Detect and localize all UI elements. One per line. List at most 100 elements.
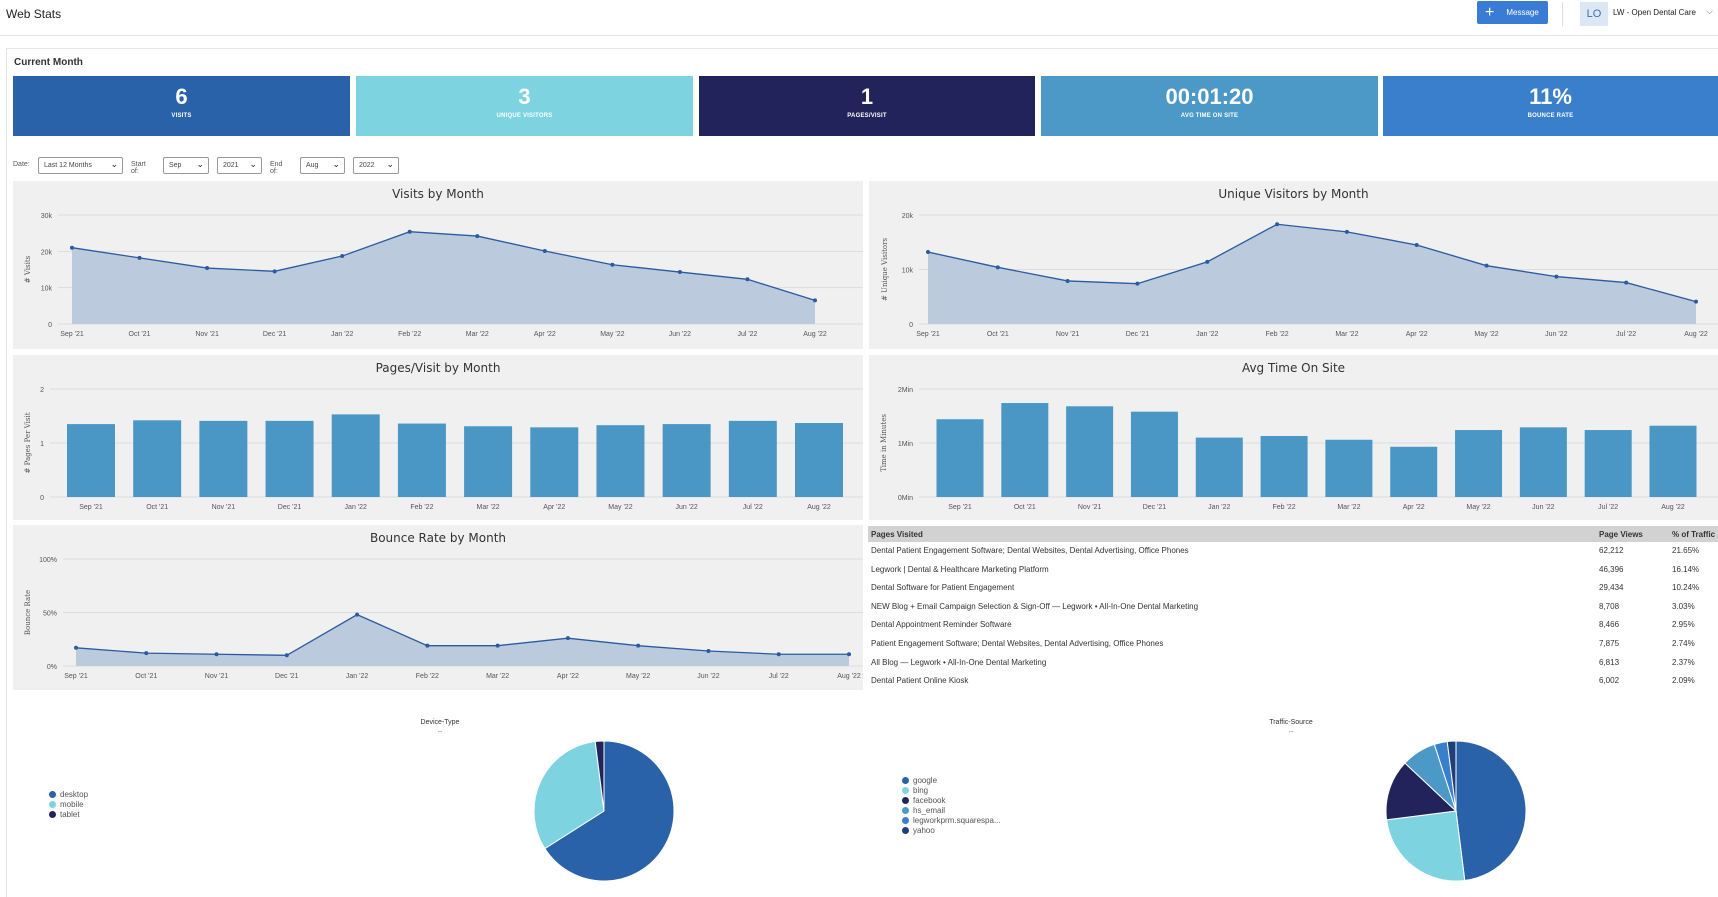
y-axis-label: Time in Minutes: [880, 414, 888, 472]
x-tick-label: Jul '22: [1598, 504, 1618, 511]
account-name[interactable]: LW - Open Dental Care: [1613, 8, 1696, 17]
legend-item[interactable]: bing: [902, 785, 1001, 795]
visits-chart: Visits by Month 0 10k 20k 30k # Visits Sep '2…: [13, 181, 863, 349]
kpi-value: 6: [175, 84, 188, 109]
kpi-tile-pages-visit: 1 PAGES/VISIT: [699, 76, 1035, 136]
x-tick-label: Mar '22: [466, 331, 489, 338]
bar: [1584, 430, 1632, 497]
chevron-down-icon: ⌄: [386, 159, 394, 169]
bar: [1066, 406, 1114, 497]
y-tick-label: 0: [909, 322, 913, 329]
table-row[interactable]: Dental Software for Patient Engagement 29…: [868, 579, 1718, 598]
legend-item[interactable]: hs_email: [902, 805, 1001, 815]
y-tick-label: 0%: [47, 664, 57, 671]
data-point: [475, 234, 480, 239]
kpi-tile-avg-time-on-site: 00:01:20 AVG TIME ON SITE: [1041, 76, 1378, 136]
pie-slice: [533, 740, 605, 850]
area-fill: [76, 614, 849, 666]
legend-swatch: [902, 806, 909, 814]
table-row[interactable]: Legwork | Dental & Healthcare Marketing …: [868, 561, 1718, 580]
traffic-percent-cell: 10.24%: [1672, 583, 1700, 593]
data-point: [677, 270, 682, 275]
data-point: [776, 652, 781, 657]
data-point: [340, 254, 345, 259]
kpi-tile-unique-visitors: 3 UNIQUE VISITORS: [356, 76, 693, 136]
x-tick-label: Feb '22: [1266, 331, 1289, 338]
legend-item[interactable]: facebook: [902, 795, 1001, 805]
page-views-cell: 6,813: [1599, 657, 1620, 667]
legend-item[interactable]: google: [902, 775, 1001, 785]
x-tick-label: Aug '22: [807, 504, 831, 511]
page-title: Web Stats: [6, 7, 62, 21]
pie-slice: [1455, 740, 1527, 882]
pages-per-visit-chart-svg: 0 1 2 # Pages Per Visit Sep '21 Oct '21 Nov '2…: [24, 387, 863, 511]
kpi-label: UNIQUE VISITORS: [496, 113, 553, 119]
data-point: [926, 250, 930, 255]
legend-label: desktop: [60, 789, 89, 799]
avatar[interactable]: LO: [1580, 2, 1608, 26]
y-axis-label: # Visits: [24, 255, 32, 283]
x-tick-label: Sep '21: [60, 331, 84, 338]
y-tick-label: 0Min: [898, 495, 913, 502]
x-tick-label: Oct '21: [146, 504, 168, 511]
chart-title: Pages/Visit by Month: [375, 361, 501, 375]
data-point: [1484, 263, 1489, 268]
traffic-pie-chart: [1385, 740, 1527, 882]
legend-item[interactable]: mobile: [49, 799, 88, 809]
data-point: [1275, 222, 1280, 227]
legend-item[interactable]: yahoo: [902, 825, 1001, 835]
table-row[interactable]: All Blog — Legwork • All-In-One Dental M…: [868, 654, 1718, 673]
traffic-percent-cell: 3.03%: [1672, 601, 1695, 611]
legend-swatch: [902, 826, 909, 834]
start-year-select[interactable]: 2021 ⌄: [217, 157, 262, 174]
x-tick-label: Dec '21: [278, 504, 302, 511]
message-button[interactable]: + Message: [1477, 1, 1548, 24]
bar: [1455, 430, 1503, 497]
data-point: [636, 643, 641, 648]
page-title-cell: Dental Patient Online Kiosk: [871, 676, 969, 686]
data-point: [70, 245, 74, 250]
x-tick-label: Dec '21: [1126, 331, 1150, 338]
chevron-down-icon[interactable]: ⌵: [1706, 6, 1713, 16]
start-month-select[interactable]: Sep ⌄: [163, 157, 209, 174]
date-range-select[interactable]: Last 12 Months ⌄: [38, 157, 123, 174]
traffic-percent-cell: 2.37%: [1672, 657, 1695, 667]
traffic-percent-cell: 21.65%: [1672, 546, 1700, 555]
data-point: [610, 262, 615, 267]
traffic-percent-cell: 2.95%: [1672, 620, 1695, 630]
y-tick-label: 20k: [902, 213, 914, 220]
pages-visited-table: Pages Visited Page Views % of Traffic De…: [868, 526, 1718, 691]
legend-item[interactable]: legworkprm.squarespa...: [902, 815, 1001, 825]
x-tick-label: Apr '22: [557, 673, 579, 680]
x-tick-label: Aug '22: [1661, 504, 1685, 511]
traffic-legend: google bing facebook hs_email legworkprm.squ…: [902, 775, 1001, 835]
avg-time-chart: Avg Time On Site 0Min 1Min 2Min Time in Min…: [869, 355, 1718, 520]
legend-item[interactable]: desktop: [49, 789, 88, 799]
table-row[interactable]: Dental Appointment Reminder Software 8,46…: [868, 616, 1718, 635]
y-axis-label: # Pages Per Visit: [24, 412, 32, 473]
avg-time-chart-svg: 0Min 1Min 2Min Time in Minutes Sep '21 Oct '2…: [880, 387, 1718, 511]
table-row[interactable]: Dental Patient Engagement Software; Dent…: [868, 542, 1718, 561]
legend-swatch: [49, 810, 56, 818]
bar: [265, 420, 314, 497]
table-row[interactable]: Patient Engagement Software; Dental Webs…: [868, 635, 1718, 654]
bounce-rate-chart: Bounce Rate by Month 0% 50% 100% Bounce Rat…: [13, 525, 863, 690]
x-tick-label: Nov '21: [205, 673, 229, 680]
page-title-cell: All Blog — Legwork • All-In-One Dental M…: [871, 657, 1047, 667]
kpi-label: VISITS: [171, 113, 192, 119]
pages-per-visit-chart: Pages/Visit by Month 0 1 2 # Pages Per Visi…: [13, 355, 863, 520]
legend-label: bing: [913, 785, 929, 795]
x-tick-label: Jun '22: [1532, 504, 1554, 511]
x-tick-label: Nov '21: [195, 331, 219, 338]
legend-item[interactable]: tablet: [49, 809, 88, 819]
x-tick-label: May '22: [1466, 504, 1490, 511]
data-point: [214, 652, 219, 657]
data-point: [1554, 274, 1559, 279]
table-row[interactable]: NEW Blog + Email Campaign Selection & Si…: [868, 598, 1718, 617]
end-year-select[interactable]: 2022 ⌄: [353, 157, 399, 174]
series-line: [75, 613, 849, 656]
data-point: [355, 612, 360, 617]
table-row[interactable]: Dental Patient Online Kiosk 6,002 2.09%: [868, 672, 1718, 691]
unique-visitors-chart: Unique Visitors by Month 0 10k 20k # Unique…: [869, 181, 1718, 349]
end-month-select[interactable]: Aug ⌄: [300, 157, 345, 174]
